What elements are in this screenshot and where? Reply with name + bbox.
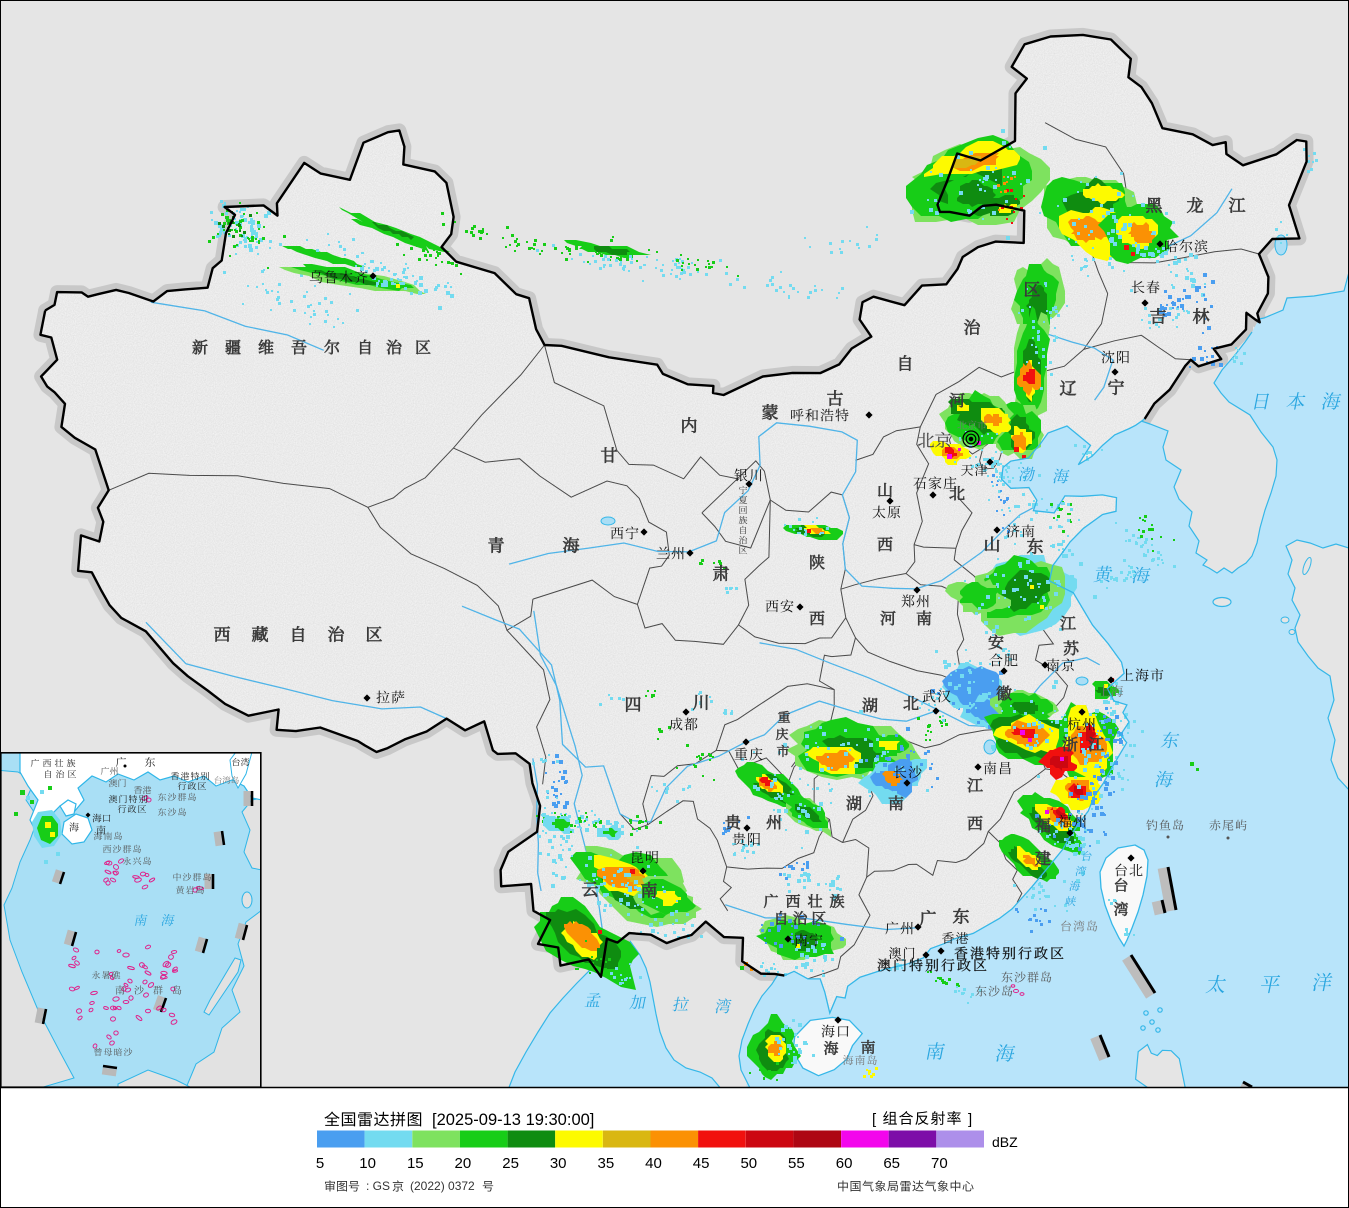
svg-text:5: 5 [316, 1155, 324, 1172]
svg-text:: GS: : GS [366, 1179, 390, 1193]
svg-text:55: 55 [788, 1155, 805, 1172]
svg-text:35: 35 [598, 1155, 615, 1172]
svg-text:[2025-09-13 19:30:00]: [2025-09-13 19:30:00] [432, 1111, 594, 1129]
svg-text:20: 20 [455, 1155, 472, 1172]
svg-text:45: 45 [693, 1155, 710, 1172]
svg-text:(2022) 0372: (2022) 0372 [410, 1179, 475, 1193]
svg-text:10: 10 [359, 1155, 376, 1172]
svg-text:]: ] [968, 1111, 972, 1128]
svg-text:60: 60 [836, 1155, 853, 1172]
svg-text:25: 25 [502, 1155, 519, 1172]
svg-text:dBZ: dBZ [992, 1134, 1018, 1150]
svg-text:50: 50 [740, 1155, 757, 1172]
svg-text:30: 30 [550, 1155, 567, 1172]
svg-text:40: 40 [645, 1155, 662, 1172]
svg-text:15: 15 [407, 1155, 424, 1172]
svg-text:[: [ [872, 1111, 877, 1128]
svg-text:65: 65 [883, 1155, 900, 1172]
svg-text:70: 70 [931, 1155, 948, 1172]
